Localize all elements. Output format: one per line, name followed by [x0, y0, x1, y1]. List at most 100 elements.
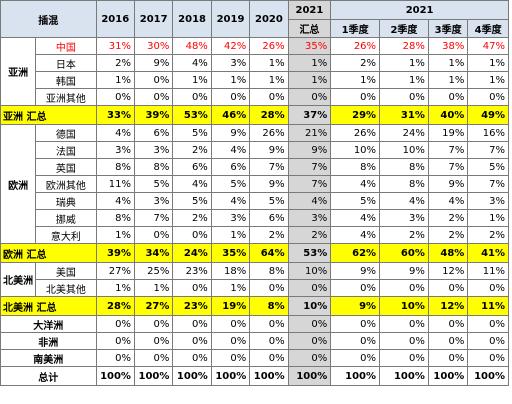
- subtotal-label[interactable]: 北美洲 汇总: [0, 296, 97, 316]
- value-cell[interactable]: 30%: [133, 37, 174, 55]
- value-cell[interactable]: 33%: [95, 105, 135, 125]
- value-cell[interactable]: 0%: [210, 315, 251, 333]
- value-cell[interactable]: 12%: [427, 296, 469, 316]
- value-cell[interactable]: 10%: [379, 141, 429, 159]
- value-cell[interactable]: 7%: [467, 175, 509, 193]
- value-cell[interactable]: 8%: [379, 175, 429, 193]
- value-cell[interactable]: 39%: [133, 105, 174, 125]
- value-cell[interactable]: 3%: [95, 141, 135, 159]
- value-cell[interactable]: 2%: [427, 209, 469, 227]
- region-label[interactable]: 非洲: [0, 332, 97, 350]
- quarter-header[interactable]: 3季度: [427, 19, 469, 38]
- value-cell[interactable]: 100%: [467, 366, 509, 386]
- value-cell[interactable]: 1%: [249, 54, 289, 72]
- total-2021-header-top[interactable]: 2021: [287, 0, 332, 20]
- value-cell[interactable]: 1%: [249, 71, 289, 89]
- value-cell[interactable]: 0%: [133, 88, 174, 106]
- value-cell[interactable]: 3%: [210, 209, 251, 227]
- value-cell[interactable]: 1%: [467, 71, 509, 89]
- value-cell[interactable]: 24%: [379, 124, 429, 142]
- value-cell[interactable]: 12%: [427, 262, 469, 280]
- value-cell[interactable]: 100%: [210, 366, 251, 386]
- value-cell[interactable]: 35%: [210, 243, 251, 263]
- value-cell[interactable]: 41%: [467, 243, 509, 263]
- value-cell[interactable]: 3%: [210, 54, 251, 72]
- value-cell[interactable]: 4%: [427, 192, 469, 210]
- value-cell[interactable]: 100%: [379, 366, 429, 386]
- value-cell[interactable]: 4%: [379, 192, 429, 210]
- value-cell[interactable]: 29%: [330, 105, 381, 125]
- value-cell[interactable]: 0%: [210, 349, 251, 367]
- value-cell[interactable]: 23%: [172, 262, 212, 280]
- value-cell[interactable]: 2%: [172, 141, 212, 159]
- value-cell[interactable]: 9%: [249, 141, 289, 159]
- value-cell[interactable]: 1%: [210, 226, 251, 244]
- value-cell[interactable]: 0%: [95, 349, 135, 367]
- value-cell[interactable]: 0%: [330, 349, 381, 367]
- value-cell[interactable]: 1%: [95, 226, 135, 244]
- year-header[interactable]: 2019: [210, 0, 251, 38]
- value-cell[interactable]: 0%: [287, 315, 332, 333]
- value-cell[interactable]: 0%: [379, 279, 429, 297]
- value-cell[interactable]: 8%: [95, 209, 135, 227]
- value-cell[interactable]: 4%: [95, 192, 135, 210]
- value-cell[interactable]: 4%: [287, 192, 332, 210]
- country-label[interactable]: 法国: [35, 141, 97, 159]
- quarter-header[interactable]: 1季度: [330, 19, 381, 38]
- value-cell[interactable]: 7%: [249, 158, 289, 176]
- group-label[interactable]: 亚洲: [0, 37, 37, 106]
- value-cell[interactable]: 18%: [210, 262, 251, 280]
- value-cell[interactable]: 9%: [133, 54, 174, 72]
- total-2021-header-bottom[interactable]: 汇总: [287, 19, 332, 38]
- value-cell[interactable]: 35%: [287, 37, 332, 55]
- value-cell[interactable]: 0%: [330, 315, 381, 333]
- value-cell[interactable]: 0%: [249, 279, 289, 297]
- value-cell[interactable]: 0%: [210, 88, 251, 106]
- value-cell[interactable]: 0%: [379, 315, 429, 333]
- subtotal-label[interactable]: 亚洲 汇总: [0, 105, 97, 125]
- value-cell[interactable]: 10%: [330, 141, 381, 159]
- value-cell[interactable]: 28%: [249, 105, 289, 125]
- value-cell[interactable]: 26%: [249, 37, 289, 55]
- value-cell[interactable]: 9%: [249, 175, 289, 193]
- value-cell[interactable]: 9%: [427, 175, 469, 193]
- value-cell[interactable]: 0%: [330, 279, 381, 297]
- value-cell[interactable]: 48%: [427, 243, 469, 263]
- value-cell[interactable]: 19%: [427, 124, 469, 142]
- value-cell[interactable]: 23%: [172, 296, 212, 316]
- value-cell[interactable]: 1%: [467, 209, 509, 227]
- value-cell[interactable]: 0%: [133, 226, 174, 244]
- value-cell[interactable]: 0%: [379, 349, 429, 367]
- value-cell[interactable]: 100%: [427, 366, 469, 386]
- value-cell[interactable]: 40%: [427, 105, 469, 125]
- value-cell[interactable]: 100%: [249, 366, 289, 386]
- value-cell[interactable]: 100%: [287, 366, 332, 386]
- value-cell[interactable]: 1%: [467, 54, 509, 72]
- value-cell[interactable]: 0%: [249, 315, 289, 333]
- value-cell[interactable]: 0%: [172, 279, 212, 297]
- value-cell[interactable]: 9%: [330, 262, 381, 280]
- value-cell[interactable]: 0%: [427, 349, 469, 367]
- value-cell[interactable]: 48%: [172, 37, 212, 55]
- value-cell[interactable]: 5%: [133, 175, 174, 193]
- value-cell[interactable]: 1%: [427, 54, 469, 72]
- country-label[interactable]: 中国: [35, 37, 97, 55]
- value-cell[interactable]: 0%: [172, 349, 212, 367]
- value-cell[interactable]: 31%: [379, 105, 429, 125]
- value-cell[interactable]: 1%: [330, 71, 381, 89]
- value-cell[interactable]: 0%: [467, 349, 509, 367]
- value-cell[interactable]: 0%: [133, 349, 174, 367]
- value-cell[interactable]: 10%: [287, 262, 332, 280]
- value-cell[interactable]: 64%: [249, 243, 289, 263]
- year-header[interactable]: 2017: [133, 0, 174, 38]
- value-cell[interactable]: 0%: [287, 349, 332, 367]
- quarters-2021-header[interactable]: 2021: [330, 0, 509, 20]
- year-header[interactable]: 2020: [249, 0, 289, 38]
- country-label[interactable]: 欧洲其他: [35, 175, 97, 193]
- value-cell[interactable]: 8%: [249, 296, 289, 316]
- value-cell[interactable]: 0%: [172, 226, 212, 244]
- value-cell[interactable]: 7%: [467, 141, 509, 159]
- value-cell[interactable]: 1%: [133, 279, 174, 297]
- year-header[interactable]: 2016: [95, 0, 135, 38]
- value-cell[interactable]: 27%: [133, 296, 174, 316]
